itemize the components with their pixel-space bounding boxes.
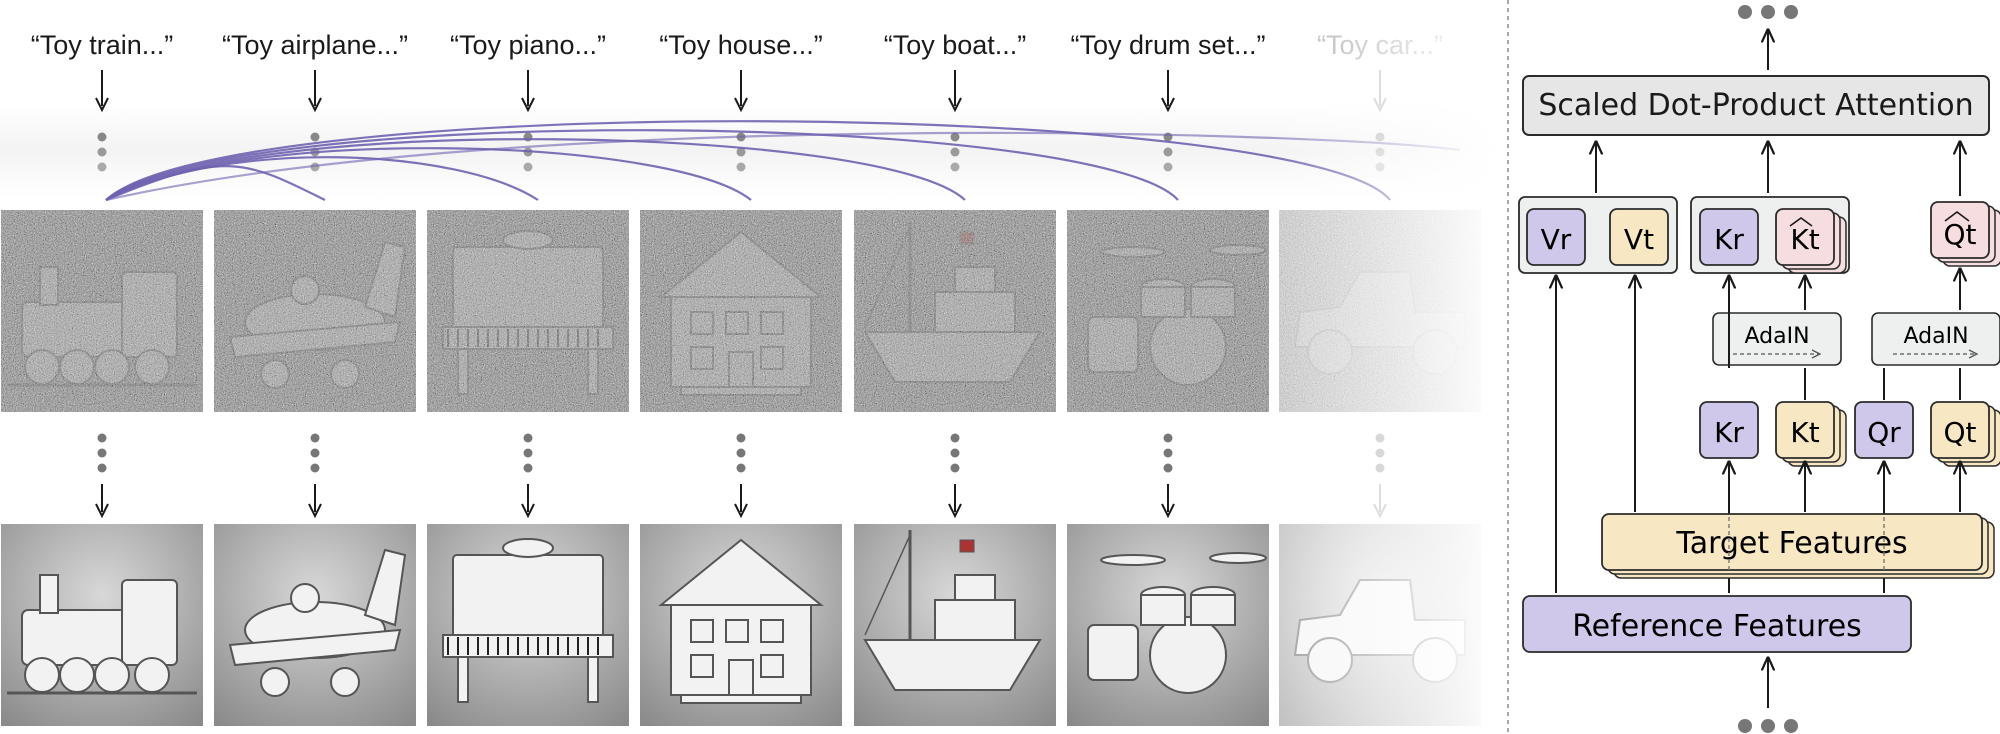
generated-image (427, 524, 629, 726)
ellipsis-dot (1163, 433, 1173, 443)
house-icon (658, 538, 824, 704)
prompt-label: “Toy house...” (659, 30, 823, 60)
svg-text:Qt: Qt (1943, 416, 1976, 449)
hat-icon (1789, 217, 1813, 227)
ellipsis-dot (950, 463, 960, 473)
ellipsis-dot (950, 132, 960, 142)
drum-set-icon (1087, 552, 1267, 694)
adain-left-label: AdaIN (1744, 324, 1809, 349)
ellipsis-dot (950, 448, 960, 458)
ellipsis-dot (97, 147, 107, 157)
shared-attention-illustration: “Toy train...” “Toy airplane...” “Toy pian… (0, 0, 1500, 734)
generated-image (1067, 524, 1269, 726)
attention-box: Scaled Dot-Product Attention (1522, 75, 1990, 136)
piano-icon (442, 538, 614, 703)
k-t-hat-label: Kt (1790, 223, 1819, 256)
target-features: Target Features (1601, 513, 1995, 579)
ellipsis-dot (97, 448, 107, 458)
attention-arc (105, 129, 1179, 201)
attention-arc (105, 138, 966, 201)
target-features-label: Target Features (1675, 526, 1907, 561)
ellipsis-dot (523, 448, 533, 458)
prompt-column: “Toy drum set...” (1067, 30, 1269, 726)
ellipsis-dot (310, 448, 320, 458)
train-icon (7, 574, 197, 695)
ellipsis-dot (950, 147, 960, 157)
adain-right: AdaIN (1871, 312, 2000, 366)
prompt-column: “Toy house...” (640, 30, 842, 726)
ellipsis-dot (1163, 162, 1173, 172)
ellipsis-dot (523, 463, 533, 473)
ellipsis-dot (310, 463, 320, 473)
ellipsis-dot (736, 433, 746, 443)
ellipsis-dot (310, 433, 320, 443)
ellipsis-dot (523, 433, 533, 443)
ellipsis-bottom (1738, 719, 1798, 733)
ellipsis-dot (736, 162, 746, 172)
generated-image (214, 524, 416, 726)
ellipsis-dot (736, 463, 746, 473)
adain-right-label: AdaIN (1903, 324, 1968, 349)
ellipsis-dot (97, 132, 107, 142)
ellipsis-dot (310, 132, 320, 142)
attention-title: Scaled Dot-Product Attention (1538, 88, 1973, 123)
hat-icon (1944, 211, 1970, 222)
reference-features-label: Reference Features (1572, 609, 1862, 644)
airplane-icon (228, 548, 407, 697)
generated-image (640, 524, 842, 726)
fade-overlay (1270, 0, 1500, 734)
reference-features: Reference Features (1522, 595, 1912, 653)
ellipsis-dot (950, 433, 960, 443)
ellipsis-top (1738, 5, 1798, 19)
ellipsis-dot (736, 147, 746, 157)
v-group: Vr Vt (1518, 196, 1678, 274)
ellipsis-dot (1163, 448, 1173, 458)
q-t-box: Qt (1930, 401, 2000, 467)
prompt-label: “Toy drum set...” (1070, 30, 1265, 60)
k-r-label: Kr (1714, 223, 1744, 256)
svg-text:Kt: Kt (1790, 416, 1819, 449)
prompt-column: “Toy boat...” (854, 30, 1056, 726)
ellipsis-dot (1163, 147, 1173, 157)
ellipsis-dot (97, 433, 107, 443)
attention-arc (105, 147, 752, 201)
generated-image (1, 524, 203, 726)
v-t-label: Vt (1624, 223, 1654, 256)
prompt-column: “Toy airplane...” (214, 30, 416, 726)
boat-icon (863, 530, 1042, 691)
generated-image (854, 524, 1056, 726)
ellipsis-dot (736, 448, 746, 458)
prompt-label: “Toy train...” (31, 30, 174, 60)
prompt-column: “Toy train...” (1, 30, 203, 726)
svg-text:Qr: Qr (1867, 416, 1901, 449)
ellipsis-dot (523, 162, 533, 172)
q-r-box: Qr (1854, 401, 1914, 459)
adain-left: AdaIN (1712, 312, 1842, 366)
k-group: Kr Kt (1690, 196, 1850, 274)
attention-band (0, 100, 1500, 200)
ellipsis-dot (950, 162, 960, 172)
attention-arc (105, 156, 539, 201)
ellipsis-dot (1163, 463, 1173, 473)
prompt-label: “Toy boat...” (884, 30, 1027, 60)
ellipsis-dot (97, 463, 107, 473)
prompt-label: “Toy airplane...” (222, 30, 408, 60)
q-hat-group: Qt (1930, 201, 2000, 267)
v-r-label: Vr (1541, 223, 1572, 256)
ellipsis-dot (97, 162, 107, 172)
q-t-hat-label: Qt (1943, 218, 1976, 251)
svg-text:Kr: Kr (1714, 416, 1744, 449)
k-t-box: Kt (1775, 401, 1847, 467)
prompt-label: “Toy piano...” (450, 30, 606, 60)
k-r-box: Kr (1699, 401, 1759, 459)
